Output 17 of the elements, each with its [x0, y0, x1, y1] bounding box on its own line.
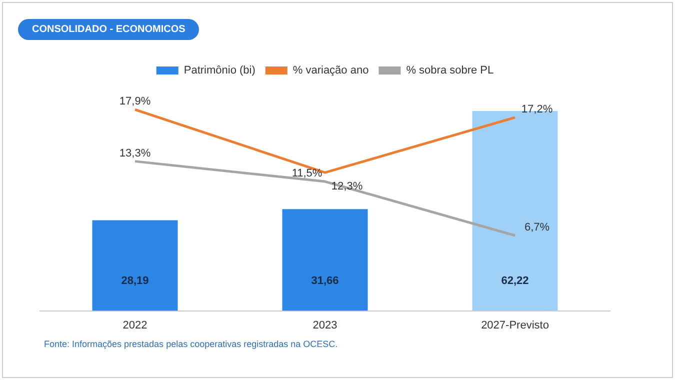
chart-title: CONSOLIDADO - ECONOMICOS: [18, 19, 200, 40]
data-label: 13,3%: [119, 147, 151, 160]
x-tick-label: 2022: [122, 319, 148, 332]
source-note: Fonte: Informações prestadas pelas cooperativas registradas na OCESC.: [44, 339, 338, 349]
legend-label: % sobra sobre PL: [406, 64, 494, 77]
data-label: 17,9%: [119, 96, 151, 108]
legend-label: % variação ano: [292, 64, 369, 77]
data-label: 6,7%: [524, 222, 550, 234]
data-label: 31,66: [311, 274, 339, 287]
data-label: 12,3%: [331, 180, 363, 193]
x-tick-label: 2023: [312, 319, 338, 332]
data-label: 62,22: [501, 274, 529, 287]
legend-label: Patrimônio (bi): [184, 64, 256, 77]
data-label: 17,2%: [521, 104, 553, 116]
x-tick-label: 2027-Previsto: [481, 319, 549, 332]
data-label: 11,5%: [292, 168, 322, 180]
data-label: 28,19: [121, 274, 149, 287]
